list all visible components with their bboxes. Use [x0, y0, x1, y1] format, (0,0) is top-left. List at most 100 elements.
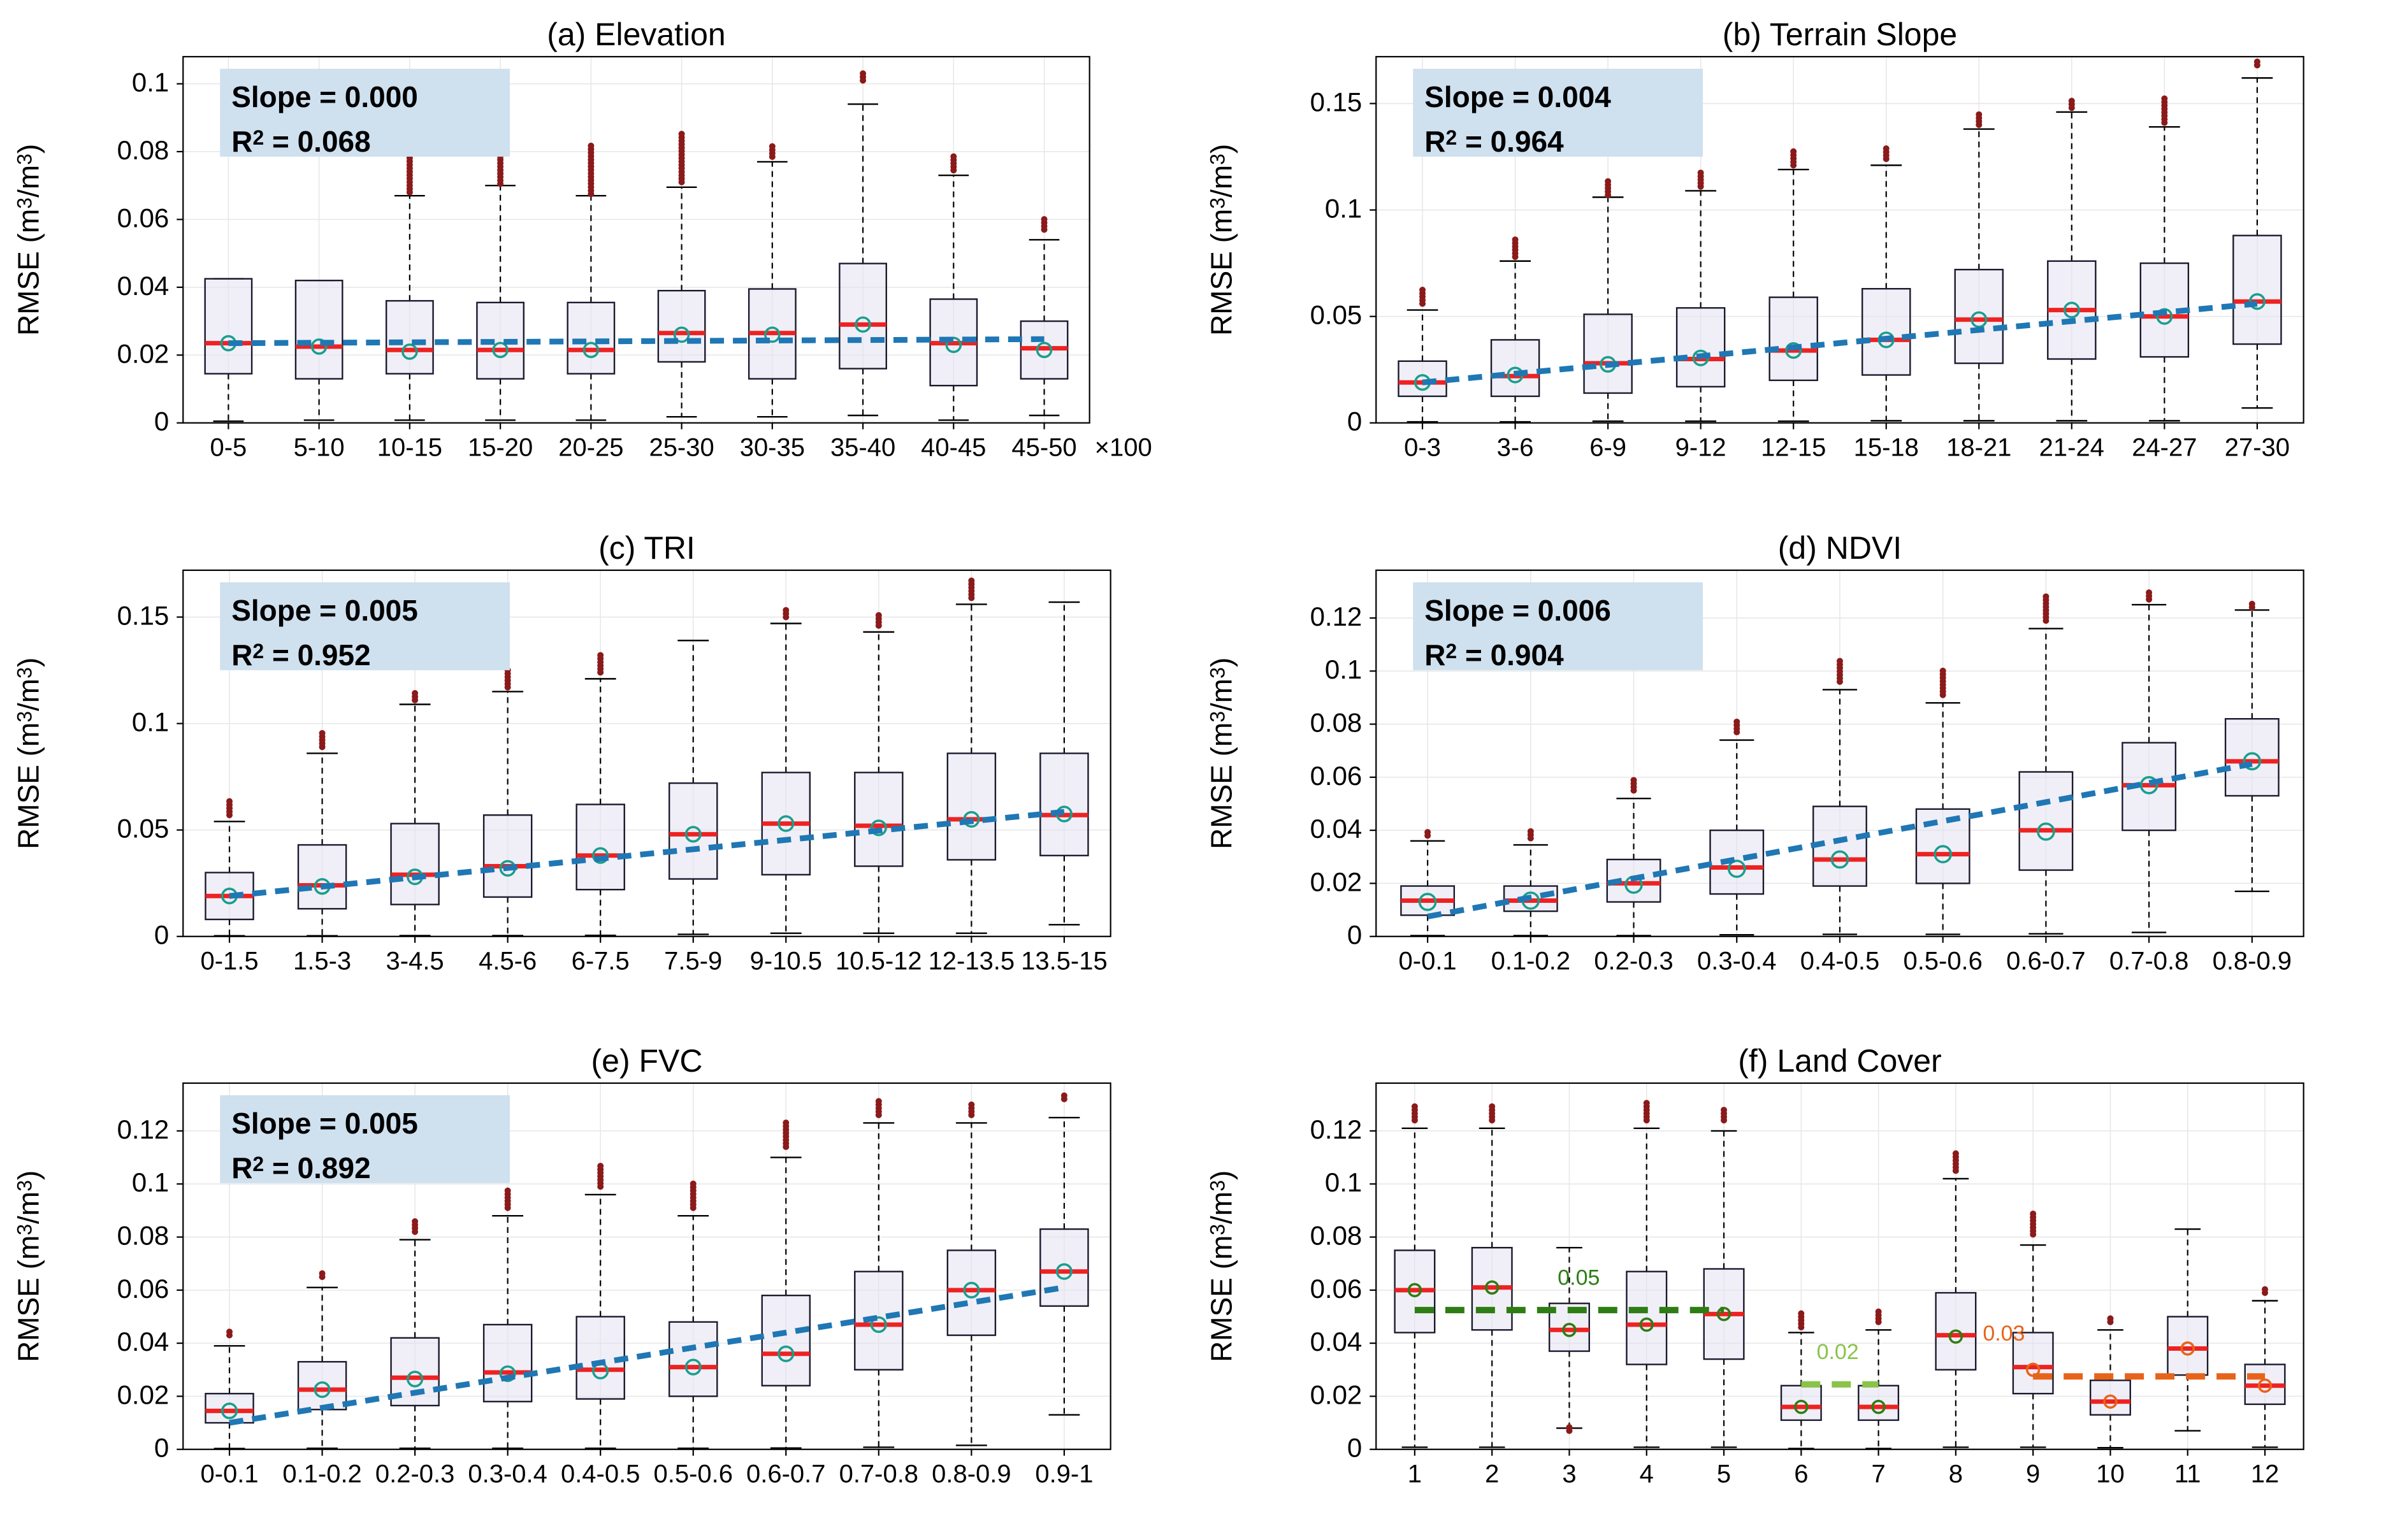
svg-text:0-3: 0-3: [1404, 434, 1441, 462]
svg-text:0-5: 0-5: [210, 434, 247, 462]
svg-text:9: 9: [2026, 1460, 2040, 1488]
svg-text:0.7-0.8: 0.7-0.8: [2109, 947, 2188, 975]
svg-text:0.2-0.3: 0.2-0.3: [1594, 947, 1673, 975]
svg-text:0.8-0.9: 0.8-0.9: [2213, 947, 2292, 975]
svg-text:(e) FVC: (e) FVC: [591, 1043, 703, 1079]
svg-text:Slope = 0.000: Slope = 0.000: [231, 80, 418, 113]
svg-text:18-21: 18-21: [1946, 434, 2011, 462]
svg-text:0.12: 0.12: [117, 1114, 170, 1144]
svg-text:0.1-0.2: 0.1-0.2: [1491, 947, 1570, 975]
svg-text:0.3-0.4: 0.3-0.4: [468, 1460, 547, 1488]
svg-text:2: 2: [1485, 1460, 1499, 1488]
svg-text:Slope = 0.006: Slope = 0.006: [1424, 594, 1611, 627]
svg-text:0.03: 0.03: [1983, 1321, 2025, 1346]
svg-text:RMSE (m3/m3): RMSE (m3/m3): [1204, 144, 1238, 336]
svg-text:1: 1: [1408, 1460, 1422, 1488]
svg-text:0: 0: [154, 1433, 169, 1463]
svg-text:0.15: 0.15: [1310, 87, 1363, 117]
svg-text:1.5-3: 1.5-3: [293, 947, 351, 975]
svg-text:×100: ×100: [1095, 434, 1152, 462]
svg-text:Slope = 0.005: Slope = 0.005: [231, 1107, 418, 1140]
svg-text:6: 6: [1794, 1460, 1808, 1488]
svg-text:0.8-0.9: 0.8-0.9: [932, 1460, 1011, 1488]
svg-text:0.1: 0.1: [1325, 654, 1362, 684]
svg-text:12-13.5: 12-13.5: [929, 947, 1015, 975]
svg-text:0-0.1: 0-0.1: [200, 1460, 258, 1488]
svg-text:6-9: 6-9: [1589, 434, 1626, 462]
svg-text:RMSE (m3/m3): RMSE (m3/m3): [11, 1170, 45, 1362]
svg-text:8: 8: [1949, 1460, 1963, 1488]
svg-text:4.5-6: 4.5-6: [479, 947, 537, 975]
svg-text:0.08: 0.08: [117, 1221, 170, 1251]
svg-text:45-50: 45-50: [1011, 434, 1076, 462]
svg-text:0.1: 0.1: [132, 707, 169, 737]
svg-text:3: 3: [1562, 1460, 1576, 1488]
svg-text:0.6-0.7: 0.6-0.7: [2006, 947, 2085, 975]
svg-text:11: 11: [2174, 1460, 2201, 1488]
svg-text:0.7-0.8: 0.7-0.8: [839, 1460, 918, 1488]
svg-text:3-4.5: 3-4.5: [386, 947, 444, 975]
svg-text:0.02: 0.02: [1310, 867, 1363, 896]
svg-text:10-15: 10-15: [377, 434, 442, 462]
svg-text:0.05: 0.05: [1558, 1266, 1600, 1290]
svg-text:0.08: 0.08: [1310, 1221, 1363, 1251]
svg-text:0.06: 0.06: [1310, 1274, 1363, 1304]
svg-text:7: 7: [1871, 1460, 1885, 1488]
svg-text:10.5-12: 10.5-12: [835, 947, 922, 975]
svg-text:9-12: 9-12: [1675, 434, 1726, 462]
svg-text:0.5-0.6: 0.5-0.6: [654, 1460, 733, 1488]
svg-text:10: 10: [2096, 1460, 2124, 1488]
svg-text:RMSE (m3/m3): RMSE (m3/m3): [1204, 1170, 1238, 1362]
svg-text:RMSE (m3/m3): RMSE (m3/m3): [11, 657, 45, 849]
svg-text:3-6: 3-6: [1497, 434, 1534, 462]
svg-text:6-7.5: 6-7.5: [572, 947, 630, 975]
svg-text:0.1: 0.1: [132, 1168, 169, 1198]
svg-text:0.08: 0.08: [1310, 707, 1363, 737]
svg-text:0.1-0.2: 0.1-0.2: [282, 1460, 361, 1488]
svg-text:0.2-0.3: 0.2-0.3: [375, 1460, 454, 1488]
svg-text:30-35: 30-35: [740, 434, 805, 462]
svg-text:12: 12: [2251, 1460, 2279, 1488]
svg-text:(b) Terrain Slope: (b) Terrain Slope: [1723, 17, 1957, 52]
svg-text:7.5-9: 7.5-9: [664, 947, 722, 975]
svg-text:0.9-1: 0.9-1: [1035, 1460, 1093, 1488]
svg-text:20-25: 20-25: [558, 434, 623, 462]
svg-text:0.1: 0.1: [132, 68, 169, 97]
svg-text:0: 0: [154, 919, 169, 949]
svg-text:RMSE (m3/m3): RMSE (m3/m3): [11, 144, 45, 336]
svg-text:0.4-0.5: 0.4-0.5: [1800, 947, 1879, 975]
svg-text:0.12: 0.12: [1310, 1114, 1363, 1144]
svg-text:0.05: 0.05: [117, 813, 170, 843]
svg-text:0.3-0.4: 0.3-0.4: [1697, 947, 1776, 975]
svg-text:12-15: 12-15: [1761, 434, 1826, 462]
svg-text:35-40: 35-40: [830, 434, 895, 462]
svg-text:0.06: 0.06: [1310, 760, 1363, 790]
svg-text:0.02: 0.02: [1310, 1380, 1363, 1410]
svg-text:0.05: 0.05: [1310, 300, 1363, 330]
svg-text:Slope = 0.005: Slope = 0.005: [231, 594, 418, 627]
svg-text:0.02: 0.02: [117, 338, 170, 368]
svg-text:0.04: 0.04: [117, 271, 170, 301]
svg-text:0: 0: [154, 407, 169, 436]
svg-text:0.1: 0.1: [1325, 194, 1362, 224]
svg-text:27-30: 27-30: [2225, 434, 2290, 462]
svg-text:0.5-0.6: 0.5-0.6: [1903, 947, 1982, 975]
svg-text:R2 = 0.964: R2 = 0.964: [1424, 125, 1564, 158]
svg-text:24-27: 24-27: [2132, 434, 2197, 462]
svg-text:21-24: 21-24: [2039, 434, 2104, 462]
svg-text:0.6-0.7: 0.6-0.7: [746, 1460, 825, 1488]
svg-text:(d) NDVI: (d) NDVI: [1778, 530, 1902, 566]
svg-text:0: 0: [1347, 407, 1362, 436]
svg-text:5-10: 5-10: [294, 434, 345, 462]
svg-text:0.1: 0.1: [1325, 1168, 1362, 1198]
svg-text:0-0.1: 0-0.1: [1399, 947, 1457, 975]
svg-text:0.04: 0.04: [1310, 814, 1363, 844]
svg-text:(c) TRI: (c) TRI: [598, 530, 695, 566]
svg-text:4: 4: [1640, 1460, 1654, 1488]
svg-text:0.06: 0.06: [117, 1274, 170, 1304]
svg-text:0.08: 0.08: [117, 135, 170, 165]
svg-text:R2 = 0.892: R2 = 0.892: [231, 1151, 370, 1184]
svg-text:0.04: 0.04: [1310, 1327, 1363, 1356]
svg-text:13.5-15: 13.5-15: [1021, 947, 1108, 975]
svg-text:R2 = 0.904: R2 = 0.904: [1424, 638, 1564, 672]
